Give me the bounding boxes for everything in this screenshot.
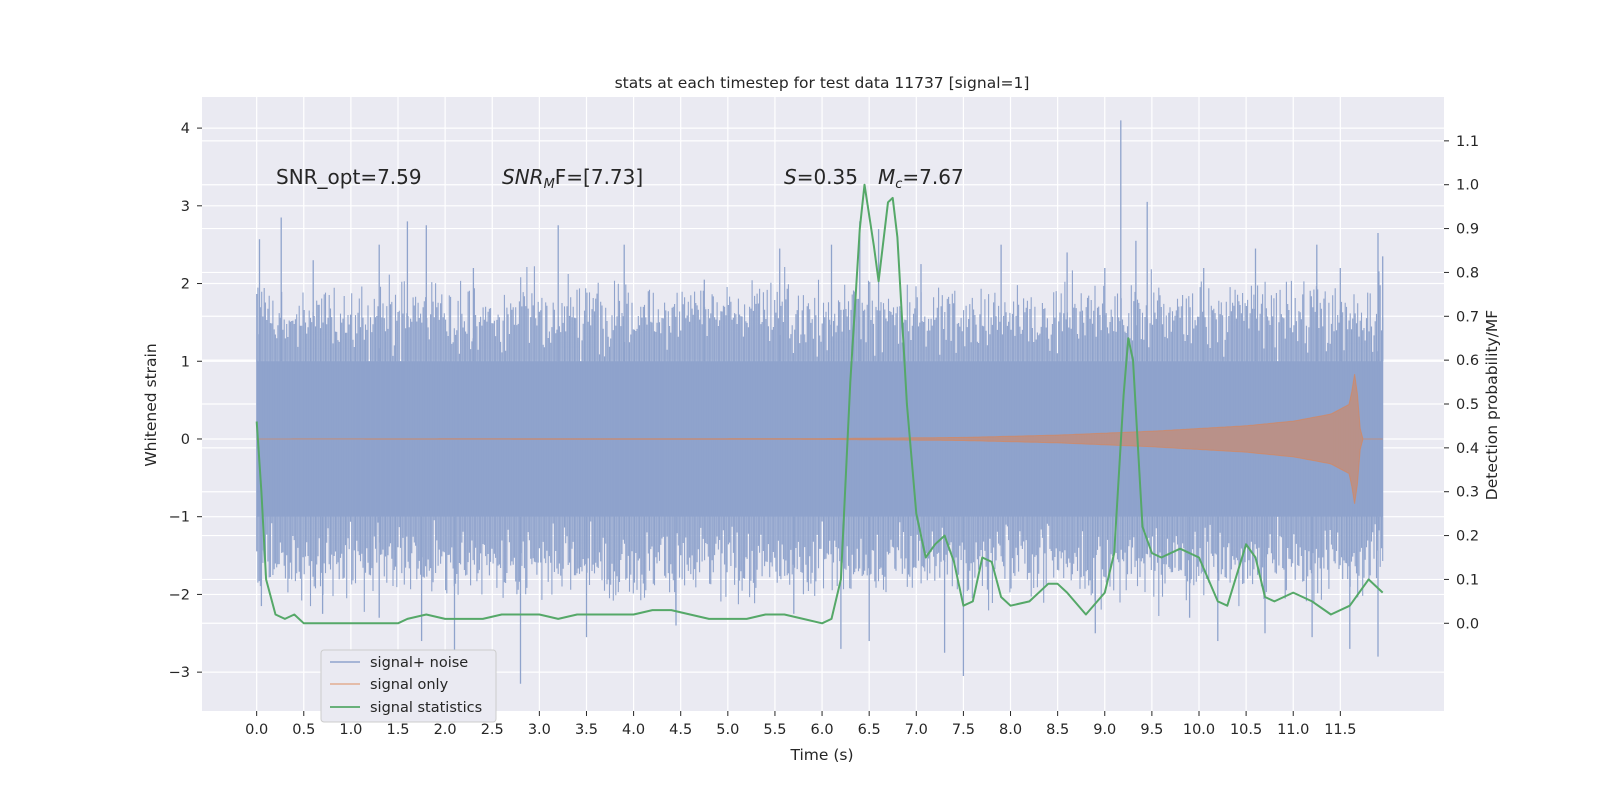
y-right-tick-label: 0.5 [1456, 397, 1479, 413]
x-tick-label: 8.0 [999, 722, 1022, 738]
y-right-tick-label: 1.0 [1456, 178, 1479, 194]
legend-label-signal-plus-noise: signal+ noise [370, 655, 468, 671]
y-right-tick-label: 0.6 [1456, 353, 1479, 369]
x-tick-label: 10.5 [1230, 722, 1262, 738]
legend-box [320, 649, 497, 723]
signal-statistics-line [255, 183, 1384, 625]
y-tick-label: −3 [169, 665, 190, 681]
x-axis-label: Time (s) [789, 746, 853, 764]
y-right-tick-label: 0.8 [1456, 265, 1479, 281]
x-tick-label: 0.5 [292, 722, 315, 738]
mc-rest: =7.67 [902, 165, 963, 189]
y-right-tick-label: 0.0 [1456, 616, 1479, 632]
y-right-tick-label: 0.7 [1456, 309, 1479, 325]
s-main: S [784, 165, 797, 189]
y-right-tick-label: 0.4 [1456, 441, 1479, 457]
x-tick-label: 2.0 [434, 722, 457, 738]
y-axis-label: Whitened strain [142, 343, 160, 466]
y-tick-label: 1 [181, 354, 190, 370]
x-tick-label: 2.5 [481, 722, 504, 738]
annotation-snr-mf: SNRMF=[7.73] [502, 165, 643, 192]
x-tick-label: 3.0 [528, 722, 551, 738]
x-tick-label: 11.5 [1324, 722, 1356, 738]
y-tick-label: −2 [169, 587, 190, 603]
x-tick-label: 9.5 [1140, 722, 1163, 738]
y-right-axis-label: Detection probability/MF [1483, 310, 1501, 501]
legend: signal+ noise signal only signal statist… [320, 649, 497, 723]
x-tick-label: 5.0 [716, 722, 739, 738]
x-tick-label: 7.0 [905, 722, 928, 738]
legend-label-signal-statistics: signal statistics [370, 700, 482, 716]
y-right-axis-ticks: 0.0 0.1 0.2 0.3 0.4 0.5 0.6 0.7 0.8 0.9 1.0 1.1 [1444, 134, 1479, 632]
x-tick-label: 11.0 [1277, 722, 1309, 738]
annotation-s: S=0.35 [784, 165, 858, 189]
mc-sub: c [895, 177, 902, 192]
y-right-tick-label: 0.3 [1456, 485, 1479, 501]
x-tick-label: 10.0 [1183, 722, 1215, 738]
x-tick-label: 5.5 [763, 722, 786, 738]
x-tick-label: 4.0 [622, 722, 645, 738]
series-signal-statistics [255, 183, 1384, 625]
signal-only-trace [256, 374, 1383, 504]
snr-mf-rest: F=[7.73] [555, 165, 643, 189]
x-tick-label: 7.5 [952, 722, 975, 738]
snr-mf-sub: M [544, 177, 555, 192]
x-tick-label: 1.5 [386, 722, 409, 738]
annotation-mc: Mc=7.67 [878, 165, 964, 192]
y-right-tick-label: 0.9 [1456, 222, 1479, 238]
x-tick-label: 9.0 [1093, 722, 1116, 738]
annotation-snr-opt: SNR_opt=7.59 [276, 165, 422, 189]
y-tick-label: 4 [181, 121, 190, 137]
chart-title: stats at each timestep for test data 117… [615, 74, 1030, 92]
legend-label-signal-only: signal only [370, 677, 449, 693]
x-tick-label: 6.5 [858, 722, 881, 738]
s-rest: =0.35 [797, 165, 858, 189]
mc-main: M [878, 165, 895, 189]
x-tick-label: 8.5 [1046, 722, 1069, 738]
y-right-tick-label: 0.1 [1456, 572, 1479, 588]
x-tick-label: 1.0 [339, 722, 362, 738]
y-tick-label: 3 [181, 199, 190, 215]
x-tick-label: 0.0 [245, 722, 268, 738]
x-axis-ticks: 0.0 0.5 1.0 1.5 2.0 2.5 3.0 3.5 4.0 4.5 5.0 5.5 6.0 6… [245, 711, 1356, 738]
y-tick-label: −1 [169, 510, 190, 526]
y-axis-ticks: −3 −2 −1 0 1 2 3 4 [169, 121, 202, 681]
x-tick-label: 3.5 [575, 722, 598, 738]
y-right-tick-label: 0.2 [1456, 529, 1479, 545]
x-tick-label: 6.0 [811, 722, 834, 738]
y-tick-label: 0 [181, 432, 190, 448]
y-right-tick-label: 1.1 [1456, 134, 1479, 150]
snr-mf-main: SNR [502, 165, 544, 189]
series-signal-only [256, 374, 1383, 504]
x-tick-label: 4.5 [669, 722, 692, 738]
y-tick-label: 2 [181, 277, 190, 293]
